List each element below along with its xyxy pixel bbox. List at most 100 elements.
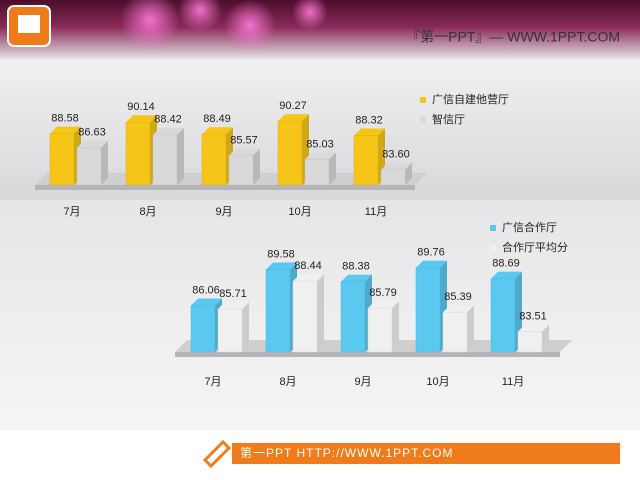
logo-icon <box>18 15 40 33</box>
bar <box>228 155 254 186</box>
bar-side <box>101 140 108 185</box>
legend-swatch <box>490 225 496 231</box>
value-label: 88.38 <box>342 261 370 273</box>
value-label: 85.03 <box>306 138 334 150</box>
value-label: 88.42 <box>154 114 182 126</box>
x-tick-label: 7月 <box>63 206 80 218</box>
bar <box>340 281 366 353</box>
value-label: 88.69 <box>492 257 520 269</box>
bar-top <box>341 274 372 282</box>
bar-side <box>317 274 324 352</box>
footer-text: 第一PPT HTTP://WWW.1PPT.COM <box>240 446 453 460</box>
value-label: 90.27 <box>279 100 307 112</box>
value-label: 88.58 <box>51 112 79 124</box>
bar-side <box>242 302 249 352</box>
value-label: 83.51 <box>519 310 547 322</box>
bar <box>76 147 102 186</box>
bar-top <box>491 271 522 279</box>
bar-top <box>305 152 336 160</box>
bar <box>367 307 393 353</box>
legend-swatch <box>420 117 426 123</box>
bar <box>201 133 227 186</box>
bar-top <box>354 128 385 136</box>
legend-label: 合作厅平均分 <box>502 240 568 254</box>
bar-top <box>229 148 260 156</box>
bar <box>415 267 441 353</box>
bar <box>265 269 291 353</box>
value-label: 88.32 <box>355 114 383 126</box>
bar <box>380 169 406 186</box>
footer-bar <box>232 443 620 464</box>
bar-top <box>266 262 297 270</box>
bar-side <box>177 127 184 185</box>
legend-swatch <box>420 97 426 103</box>
x-tick-label: 9月 <box>354 376 371 388</box>
x-tick-label: 8月 <box>139 206 156 218</box>
bar-top <box>368 301 399 309</box>
bar-top <box>218 302 249 310</box>
bar-top <box>381 162 412 170</box>
x-tick-label: 11月 <box>502 376 524 388</box>
bokeh <box>224 0 276 51</box>
bar-side <box>392 301 399 352</box>
bar-side <box>542 324 549 352</box>
bar <box>49 133 75 186</box>
bar-top <box>77 140 108 148</box>
legend-swatch <box>490 245 496 251</box>
bar-top <box>278 114 309 122</box>
bar-top <box>416 260 447 268</box>
bar-top <box>202 127 233 135</box>
legend-label: 广信自建他营厅 <box>432 92 509 106</box>
bar <box>190 305 216 353</box>
value-label: 86.63 <box>78 127 106 139</box>
bar-top <box>518 324 549 332</box>
value-label: 83.60 <box>382 149 410 161</box>
value-label: 85.71 <box>219 288 247 300</box>
bokeh <box>292 0 328 30</box>
value-label: 89.58 <box>267 248 295 260</box>
bar <box>353 135 379 186</box>
value-label: 90.14 <box>127 101 155 113</box>
value-label: 85.57 <box>230 134 258 146</box>
bar-top <box>293 274 324 282</box>
legend-label: 智信厅 <box>432 112 465 126</box>
legend-label: 广信合作厅 <box>502 220 557 234</box>
bar-top <box>126 115 157 123</box>
bar <box>517 331 543 353</box>
value-label: 88.49 <box>203 113 231 125</box>
bar <box>217 308 243 353</box>
bar-side <box>329 152 336 185</box>
bar-top <box>191 298 222 306</box>
x-tick-label: 10月 <box>426 376 449 388</box>
bokeh <box>178 0 222 32</box>
value-label: 85.79 <box>369 287 397 299</box>
x-tick-label: 9月 <box>215 206 232 218</box>
value-label: 88.44 <box>294 260 322 272</box>
bar <box>304 159 330 186</box>
floor-edge <box>175 352 560 357</box>
bar <box>125 121 151 186</box>
bar <box>277 121 303 186</box>
bokeh <box>120 0 180 50</box>
bar <box>152 134 178 186</box>
value-label: 89.76 <box>417 247 445 259</box>
bar <box>292 280 318 353</box>
value-label: 86.06 <box>192 284 220 296</box>
value-label: 85.39 <box>444 291 472 303</box>
bar-side <box>405 162 412 185</box>
bar-top <box>443 305 474 313</box>
x-tick-label: 7月 <box>204 376 221 388</box>
header-title: 『第一PPT』— WWW.1PPT.COM <box>406 29 620 45</box>
floor-edge <box>35 185 415 190</box>
bar <box>442 312 468 353</box>
x-tick-label: 10月 <box>288 206 311 218</box>
x-tick-label: 8月 <box>279 376 296 388</box>
x-tick-label: 11月 <box>365 206 387 218</box>
bar <box>490 278 516 353</box>
bar-top <box>50 126 81 134</box>
pencil-icon <box>202 439 232 469</box>
bar-side <box>253 148 260 185</box>
bar-top <box>153 127 184 135</box>
bar-side <box>467 305 474 352</box>
